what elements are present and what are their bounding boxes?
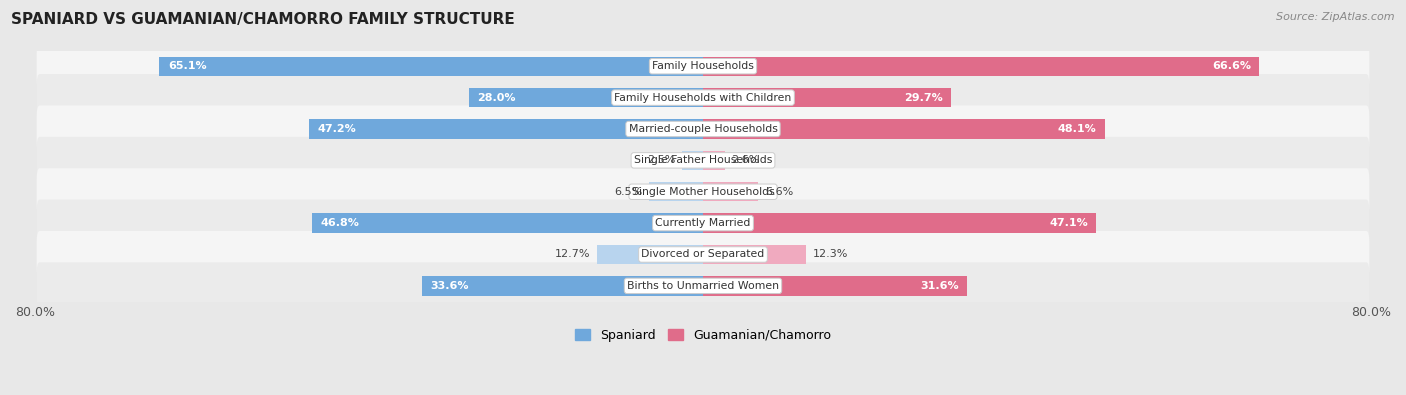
FancyBboxPatch shape: [37, 105, 1369, 152]
Text: 2.5%: 2.5%: [647, 155, 675, 166]
Bar: [703, 88, 950, 107]
Text: 31.6%: 31.6%: [920, 281, 959, 291]
Text: 2.6%: 2.6%: [731, 155, 759, 166]
Text: Currently Married: Currently Married: [655, 218, 751, 228]
Bar: [703, 245, 806, 264]
Text: SPANIARD VS GUAMANIAN/CHAMORRO FAMILY STRUCTURE: SPANIARD VS GUAMANIAN/CHAMORRO FAMILY ST…: [11, 12, 515, 27]
Text: 28.0%: 28.0%: [478, 92, 516, 103]
FancyBboxPatch shape: [37, 262, 1369, 309]
Text: Source: ZipAtlas.com: Source: ZipAtlas.com: [1277, 12, 1395, 22]
Bar: [703, 150, 724, 170]
FancyBboxPatch shape: [37, 74, 1369, 121]
FancyBboxPatch shape: [37, 137, 1369, 184]
Bar: [703, 276, 967, 295]
Text: Family Households: Family Households: [652, 61, 754, 71]
Bar: [648, 182, 703, 201]
Text: Family Households with Children: Family Households with Children: [614, 92, 792, 103]
Text: 47.1%: 47.1%: [1049, 218, 1088, 228]
Text: 29.7%: 29.7%: [904, 92, 942, 103]
FancyBboxPatch shape: [37, 168, 1369, 215]
Text: 6.5%: 6.5%: [614, 187, 643, 197]
Bar: [703, 56, 1260, 76]
Text: 12.3%: 12.3%: [813, 250, 848, 260]
Legend: Spaniard, Guamanian/Chamorro: Spaniard, Guamanian/Chamorro: [569, 324, 837, 347]
Bar: [309, 119, 703, 139]
Bar: [422, 276, 703, 295]
Bar: [703, 182, 758, 201]
Text: Single Mother Households: Single Mother Households: [631, 187, 775, 197]
Bar: [598, 245, 703, 264]
FancyBboxPatch shape: [37, 43, 1369, 90]
FancyBboxPatch shape: [37, 231, 1369, 278]
Text: Married-couple Households: Married-couple Households: [628, 124, 778, 134]
Bar: [703, 213, 1097, 233]
Bar: [159, 56, 703, 76]
Text: 6.6%: 6.6%: [765, 187, 793, 197]
Text: 47.2%: 47.2%: [318, 124, 356, 134]
Bar: [703, 119, 1105, 139]
Text: 65.1%: 65.1%: [167, 61, 207, 71]
FancyBboxPatch shape: [37, 199, 1369, 246]
Bar: [682, 150, 703, 170]
Text: Divorced or Separated: Divorced or Separated: [641, 250, 765, 260]
Bar: [312, 213, 703, 233]
Bar: [470, 88, 703, 107]
Text: 12.7%: 12.7%: [555, 250, 591, 260]
Text: 66.6%: 66.6%: [1212, 61, 1251, 71]
Text: 46.8%: 46.8%: [321, 218, 360, 228]
Text: Single Father Households: Single Father Households: [634, 155, 772, 166]
Text: Births to Unmarried Women: Births to Unmarried Women: [627, 281, 779, 291]
Text: 48.1%: 48.1%: [1057, 124, 1097, 134]
Text: 33.6%: 33.6%: [430, 281, 470, 291]
